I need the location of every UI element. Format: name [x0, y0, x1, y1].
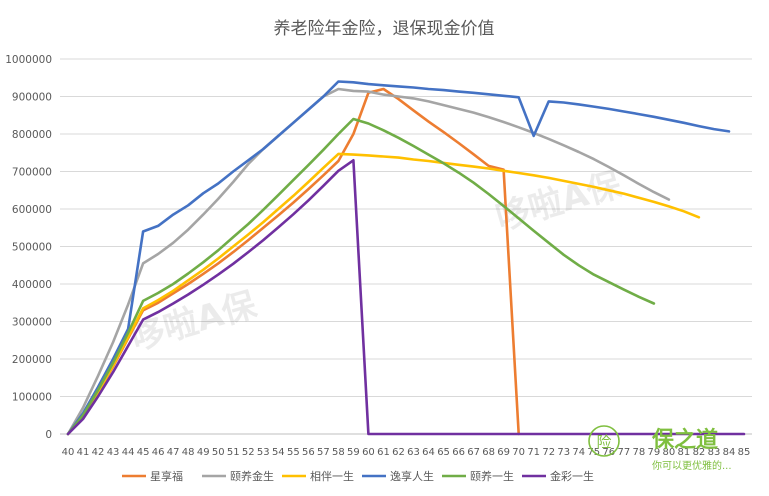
- legend-label: 颐养金生: [230, 469, 274, 483]
- x-tick-label: 81: [678, 447, 691, 458]
- series-line: [66, 87, 671, 436]
- y-axis: 0 100000 200000 300000 400000 500000 600000 700…: [5, 54, 52, 441]
- x-tick-label: 56: [302, 447, 315, 458]
- x-tick-label: 49: [197, 447, 210, 458]
- y-tick-label: 400000: [12, 279, 52, 291]
- y-tick-label: 1000000: [5, 54, 52, 66]
- x-tick-label: 73: [557, 447, 570, 458]
- x-tick-label: 78: [632, 447, 645, 458]
- watermark-text: 哆啦A保: [126, 285, 261, 359]
- legend-item: 相伴一生: [282, 469, 354, 483]
- legend-item: 星享福: [122, 469, 183, 483]
- y-tick-label: 100000: [12, 392, 52, 404]
- y-tick-label: 900000: [12, 92, 52, 104]
- x-tick-label: 83: [708, 447, 721, 458]
- series-lines: [66, 80, 746, 436]
- x-tick-label: 48: [182, 447, 195, 458]
- y-tick-label: 0: [45, 429, 52, 441]
- x-tick-label: 52: [242, 447, 255, 458]
- x-tick-label: 69: [497, 447, 510, 458]
- x-tick-label: 43: [107, 447, 120, 458]
- x-tick-label: 62: [392, 447, 405, 458]
- x-tick-label: 72: [542, 447, 555, 458]
- x-tick-label: 77: [617, 447, 630, 458]
- y-tick-label: 200000: [12, 354, 52, 366]
- x-tick-label: 70: [512, 447, 525, 458]
- x-tick-label: 67: [467, 447, 480, 458]
- logo: 险 保之道你可以更优雅的...: [588, 425, 732, 472]
- x-tick-label: 50: [212, 447, 225, 458]
- x-tick-label: 82: [693, 447, 706, 458]
- x-tick-label: 64: [422, 447, 435, 458]
- legend-label: 星享福: [150, 469, 183, 483]
- x-tick-label: 74: [572, 447, 585, 458]
- x-tick-label: 60: [362, 447, 375, 458]
- legend-label: 金彩一生: [550, 469, 594, 483]
- x-tick-label: 65: [437, 447, 450, 458]
- logo-seal: [588, 425, 620, 457]
- gridlines: [60, 58, 752, 435]
- x-tick-label: 54: [272, 447, 285, 458]
- x-tick-label: 47: [167, 447, 180, 458]
- series-line: [66, 87, 520, 436]
- x-tick-label: 66: [452, 447, 465, 458]
- series-line: [66, 80, 731, 436]
- legend-label: 逸享人生: [390, 469, 434, 483]
- legend-label: 颐养一生: [470, 469, 514, 483]
- legend: 星享福 颐养金生 相伴一生 逸享人生 颐养一生 金彩一生: [122, 469, 594, 483]
- x-tick-label: 76: [602, 447, 615, 458]
- x-axis: 40 41 42 43 44 45 46 47 48 49 50 51 52 53 54 55 56 57 58 59…: [62, 447, 751, 458]
- legend-item: 颐养金生: [202, 469, 274, 483]
- x-tick-label: 68: [482, 447, 495, 458]
- x-tick-label: 79: [647, 447, 660, 458]
- x-tick-label: 45: [137, 447, 150, 458]
- y-tick-label: 800000: [12, 129, 52, 141]
- x-tick-label: 40: [62, 447, 75, 458]
- logo-slogan: 你可以更优雅的...: [652, 459, 732, 472]
- series-line: [66, 117, 656, 436]
- legend-label: 相伴一生: [310, 469, 354, 483]
- series-line: [66, 152, 701, 436]
- x-tick-label: 51: [227, 447, 240, 458]
- x-tick-label: 80: [663, 447, 676, 458]
- logo-seal-char: 险: [596, 433, 611, 451]
- legend-item: 逸享人生: [362, 469, 434, 483]
- x-tick-label: 59: [347, 447, 360, 458]
- x-tick-label: 41: [77, 447, 90, 458]
- x-tick-label: 53: [257, 447, 270, 458]
- chart-title: 养老险年金险，退保现金价值: [274, 19, 495, 39]
- y-tick-label: 300000: [12, 317, 52, 329]
- y-tick-label: 500000: [12, 242, 52, 254]
- x-tick-label: 57: [317, 447, 330, 458]
- y-tick-label: 700000: [12, 167, 52, 179]
- series-line: [66, 159, 746, 436]
- x-tick-label: 42: [92, 447, 105, 458]
- x-tick-label: 84: [723, 447, 736, 458]
- x-tick-label: 55: [287, 447, 300, 458]
- logo-title: 保之道: [651, 427, 718, 453]
- watermark-text: 哆啦A保: [491, 165, 626, 239]
- x-tick-label: 58: [332, 447, 345, 458]
- x-tick-label: 71: [527, 447, 540, 458]
- x-tick-label: 85: [738, 447, 751, 458]
- x-tick-label: 61: [377, 447, 390, 458]
- x-tick-label: 63: [407, 447, 420, 458]
- x-tick-label: 44: [122, 447, 135, 458]
- legend-item: 颐养一生: [442, 469, 514, 483]
- x-tick-label: 46: [152, 447, 165, 458]
- legend-item: 金彩一生: [522, 469, 594, 483]
- y-tick-label: 600000: [12, 204, 52, 216]
